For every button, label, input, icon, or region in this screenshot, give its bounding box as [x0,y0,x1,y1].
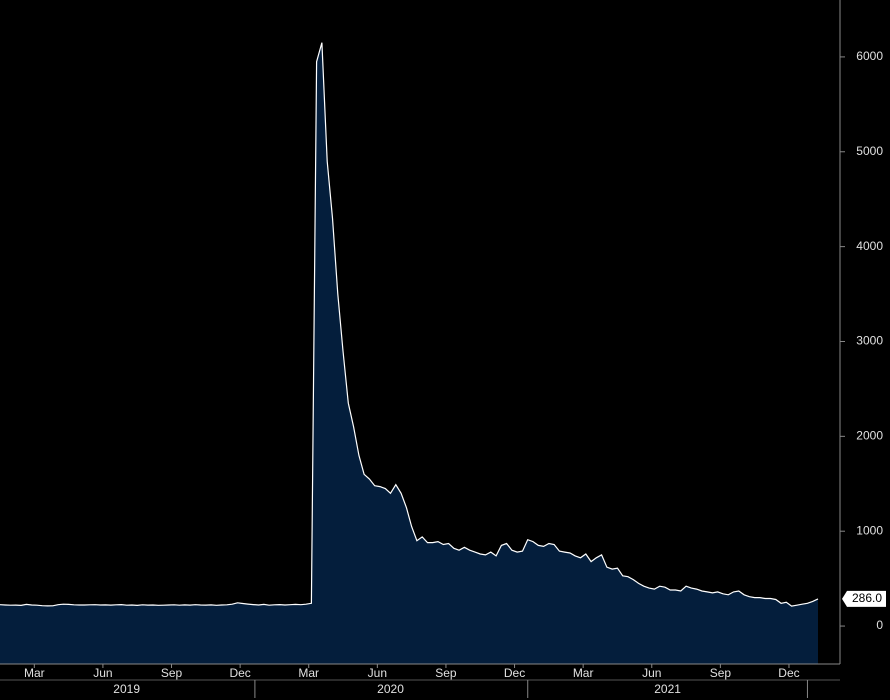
y-tick-label: 2000 [856,429,883,443]
x-tick-label: Mar [573,666,594,680]
y-tick-label: 5000 [856,144,883,158]
line [0,42,819,607]
x-tick-label: Sep [161,666,183,680]
x-tick-label: Mar [298,666,319,680]
y-tick-label: 3000 [856,334,883,348]
x-tick-label: Jun [93,666,112,680]
year-label: 2019 [113,682,140,696]
y-tick-label: 4000 [856,239,883,253]
y-tick-label: 6000 [856,49,883,63]
year-label: 2021 [654,682,681,696]
x-tick-label: Dec [504,666,525,680]
x-tick-label: Dec [778,666,799,680]
last-value-box [842,590,886,607]
x-tick-label: Sep [710,666,732,680]
year-label: 2020 [377,682,404,696]
area [0,42,818,664]
y-tick-label: 1000 [856,523,883,537]
x-tick-label: Mar [24,666,45,680]
x-tick-label: Dec [229,666,250,680]
last-value-label: 286.0 [852,591,882,605]
x-tick-label: Sep [435,666,457,680]
x-tick-label: Jun [368,666,387,680]
x-tick-label: Jun [642,666,661,680]
y-tick-label: 0 [876,618,883,632]
